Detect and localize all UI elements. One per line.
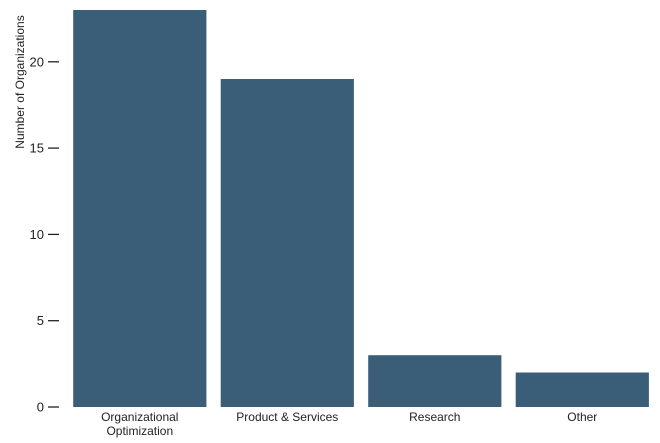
x-tick-label: Research [409, 410, 460, 424]
x-tick-label: Other [567, 410, 597, 424]
bar [220, 79, 354, 407]
x-tick-label: Optimization [106, 424, 173, 438]
x-tick-label: Organizational [101, 410, 178, 424]
y-tick-label: 20 [30, 54, 44, 69]
bars [73, 10, 649, 407]
y-tick-label: 10 [30, 227, 44, 242]
y-axis-title: Number of Organizations [13, 15, 27, 148]
x-tick-label: Product & Services [236, 410, 338, 424]
y-tick-label: 5 [37, 313, 44, 328]
bar [368, 355, 502, 407]
y-tick-label: 15 [30, 141, 44, 156]
y-tick-label: 0 [37, 400, 44, 415]
y-axis: 0 5 10 15 20 [30, 54, 59, 415]
bar [515, 372, 649, 407]
bar [73, 10, 207, 407]
